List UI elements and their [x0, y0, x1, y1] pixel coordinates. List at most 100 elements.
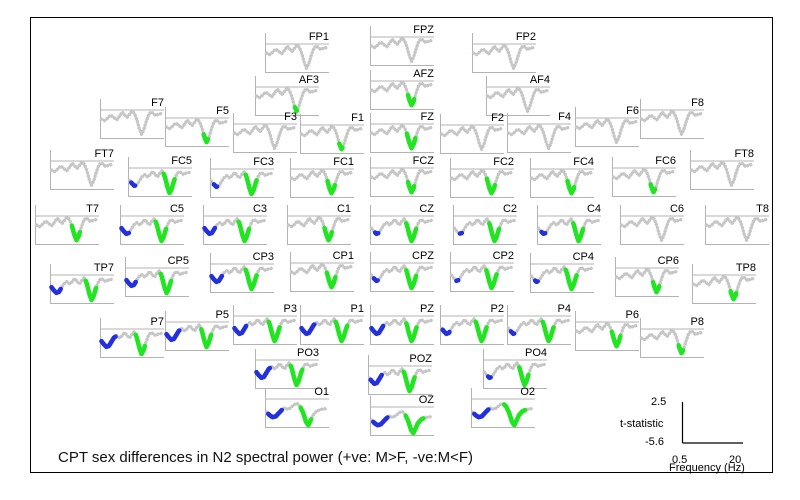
- electrode-plot-f6: [574, 107, 640, 147]
- sig-negative-segment: [369, 323, 386, 337]
- sig-positive-segment: [158, 271, 174, 296]
- sig-negative-segment: [532, 278, 540, 285]
- electrode-label-p6: P6: [625, 309, 639, 321]
- electrode-panel-cp2: CP2: [449, 250, 515, 292]
- electrode-panel-tp7: TP7: [49, 262, 115, 304]
- spectral-t-curve: [164, 117, 230, 144]
- spectral-t-curve: [99, 109, 165, 136]
- sig-negative-segment: [99, 334, 118, 350]
- electrode-panel-f2: F2: [439, 112, 505, 154]
- electrode-plot-fc3: [209, 158, 275, 198]
- electrode-plot-cp3: [209, 253, 275, 293]
- electrode-plot-p3: [232, 305, 298, 345]
- electrode-plot-fcz: [369, 157, 435, 197]
- electrode-plot-af4: [485, 76, 551, 116]
- electrode-panel-t7: T7: [34, 203, 100, 245]
- sig-negative-segment: [124, 277, 138, 289]
- sig-negative-segment: [211, 182, 220, 190]
- sig-positive-segment: [69, 223, 83, 243]
- spectral-t-curve: [704, 215, 770, 242]
- electrode-panel-o1: O1: [264, 386, 330, 428]
- sig-negative-segment: [368, 372, 384, 387]
- electrode-label-c4: C4: [586, 203, 601, 215]
- electrode-plot-p1: [299, 305, 365, 345]
- spectral-t-curve: [536, 216, 602, 243]
- sig-positive-segment: [571, 221, 586, 244]
- electrode-label-tp8: TP8: [735, 262, 756, 274]
- electrode-label-fc5: FC5: [171, 155, 192, 167]
- spectral-t-curve: [369, 263, 435, 290]
- electrode-label-f7: F7: [151, 97, 164, 109]
- electrode-label-ft7: FT7: [94, 148, 114, 160]
- electrode-plot-cpz: [369, 252, 435, 292]
- electrode-label-f4: F4: [558, 111, 571, 123]
- electrode-plot-ft8: [689, 150, 755, 190]
- electrode-panel-cp1: CP1: [289, 250, 355, 292]
- electrode-plot-cp6: [614, 257, 680, 297]
- spectral-t-curve: [254, 86, 320, 113]
- electrode-panel-cp5: CP5: [124, 255, 190, 297]
- spectral-t-curve: [482, 360, 548, 387]
- electrode-plot-p7: [99, 318, 165, 358]
- electrode-plot-f4: [506, 113, 572, 153]
- sig-positive-segment: [199, 327, 214, 350]
- electrode-plot-fc1: [289, 158, 355, 198]
- electrode-panel-c3: C3: [202, 203, 268, 245]
- electrode-panel-fc5: FC5: [127, 155, 193, 197]
- electrode-label-t7: T7: [86, 203, 99, 215]
- electrode-plot-f3: [232, 113, 298, 153]
- electrode-panel-po4: PO4: [482, 347, 548, 389]
- electrode-panel-f5: F5: [164, 105, 230, 147]
- electrode-plot-o2: [470, 388, 536, 428]
- electrode-label-p4: P4: [557, 303, 571, 315]
- spectral-t-curve: [471, 43, 537, 70]
- electrode-label-fc4: FC4: [573, 156, 594, 168]
- electrode-panel-fc3: FC3: [209, 156, 275, 198]
- electrode-panel-p7: P7: [99, 316, 165, 358]
- electrode-plot-cp5: [124, 257, 190, 297]
- sig-positive-segment: [153, 219, 169, 244]
- spectral-t-curve: [439, 316, 505, 343]
- frequency-axis-label: Frequency (Hz): [669, 462, 745, 474]
- spectral-t-curve: [127, 168, 193, 195]
- spectral-t-curve: [369, 80, 435, 107]
- electrode-plot-fp1: [264, 33, 330, 73]
- electrode-plot-po4: [482, 349, 548, 389]
- electrode-label-cp2: CP2: [492, 250, 514, 262]
- electrode-label-tp7: TP7: [93, 262, 114, 274]
- electrode-plot-fc4: [529, 158, 595, 198]
- sig-positive-segment: [325, 178, 338, 196]
- electrode-panel-p5: P5: [164, 309, 230, 351]
- electrode-panel-c2: C2: [452, 203, 518, 245]
- spectral-t-curve: [574, 117, 640, 144]
- electrode-panel-p6: P6: [574, 309, 640, 351]
- electrode-label-poz: POZ: [409, 353, 432, 365]
- electrode-panel-f4: F4: [506, 111, 572, 153]
- sig-positive-segment: [405, 92, 417, 108]
- electrode-panel-fcz: FCZ: [369, 155, 435, 197]
- spectral-t-curve: [289, 262, 355, 289]
- electrode-plot-po3: [254, 349, 320, 389]
- electrode-panel-afz: AFZ: [369, 68, 435, 110]
- electrode-panel-oz: OZ: [369, 394, 435, 436]
- electrode-plot-o1: [264, 388, 330, 428]
- figure-caption: CPT sex differences in N2 spectral power…: [58, 449, 474, 466]
- sig-positive-segment: [405, 179, 417, 195]
- spectral-t-curve: [689, 160, 755, 187]
- electrode-label-p2: P2: [490, 303, 504, 315]
- spectral-t-curve: [619, 215, 685, 242]
- spectral-t-curve: [289, 168, 355, 195]
- sig-positive-segment: [563, 267, 579, 292]
- spectral-t-curve: [49, 160, 115, 187]
- electrode-panel-p4: P4: [506, 303, 572, 345]
- electrode-label-f5: F5: [216, 105, 229, 117]
- electrode-plot-cz: [369, 205, 435, 245]
- electrode-plot-fc6: [611, 157, 677, 197]
- sig-positive-segment: [728, 289, 739, 302]
- electrode-label-cp5: CP5: [167, 255, 189, 267]
- electrode-panel-af3: AF3: [254, 74, 320, 116]
- electrode-panel-fz: FZ: [369, 111, 435, 153]
- t-max-tick: 2.5: [651, 396, 667, 408]
- electrode-label-c6: C6: [669, 203, 684, 215]
